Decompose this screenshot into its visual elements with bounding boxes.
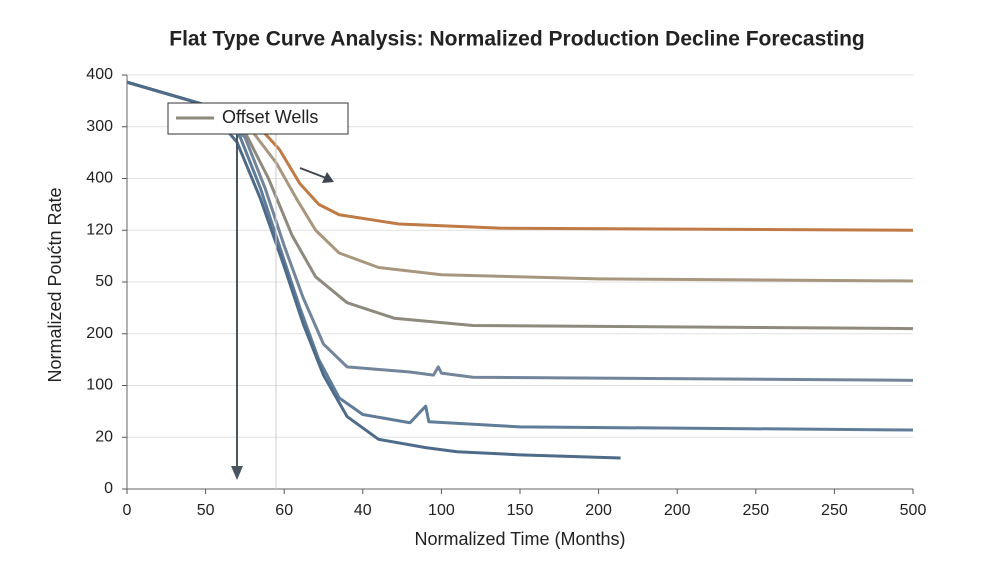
y-tick-label: 50: [95, 273, 113, 290]
x-tick-label: 50: [197, 502, 215, 519]
chart-title: Flat Type Curve Analysis: Normalized Pro…: [169, 28, 865, 51]
y-tick-label: 120: [86, 221, 113, 238]
y-tick-label: 300: [86, 118, 113, 135]
x-tick-label: 200: [664, 502, 691, 519]
x-tick-label: 250: [742, 502, 769, 519]
arrow-head: [322, 172, 334, 183]
y-tick-label: 400: [86, 66, 113, 83]
x-tick-label: 250: [821, 502, 848, 519]
legend: Offset Wells: [167, 102, 349, 135]
x-tick-label: 60: [275, 502, 293, 519]
y-axis-label: Normalized Poućtn Rate: [45, 187, 65, 382]
x-tick-label: 100: [428, 502, 455, 519]
series-line: [126, 80, 621, 460]
y-tick-label: 0: [104, 480, 113, 497]
x-tick-label: 0: [123, 502, 132, 519]
x-axis-label: Normalized Time (Months): [414, 529, 625, 549]
x-tick-label: 40: [354, 502, 372, 519]
y-tick-label: 400: [86, 170, 113, 187]
series-line: [126, 80, 914, 432]
y-tick-label: 100: [86, 377, 113, 394]
arrow-head: [231, 466, 243, 480]
y-tick-label: 20: [95, 428, 113, 445]
annotation-arrow: [299, 167, 327, 179]
x-tick-label: 150: [507, 502, 534, 519]
x-tick-label: 200: [585, 502, 612, 519]
y-tick-label: 200: [86, 325, 113, 342]
x-tick-label: 500: [900, 502, 927, 519]
series-line: [126, 80, 914, 382]
legend-label: Offset Wells: [222, 107, 318, 127]
